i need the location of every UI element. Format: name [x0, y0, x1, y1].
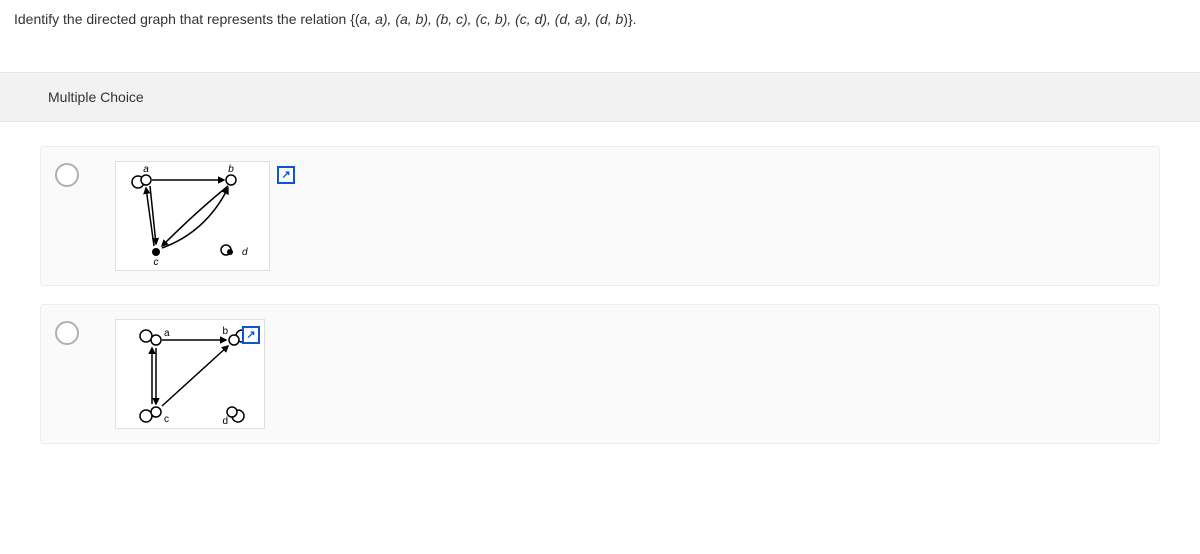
radio-option-1[interactable]	[55, 163, 79, 187]
expand-glyph-2: ↗	[246, 328, 255, 341]
node-b-label: b	[228, 164, 234, 175]
node-a-label-2: a	[164, 328, 170, 339]
node-b-label-2: b	[222, 326, 228, 337]
multiple-choice-header: Multiple Choice	[0, 72, 1200, 122]
options-container: a b c d ↗	[0, 122, 1200, 444]
graph-option-2: a b c d ↗	[115, 319, 265, 429]
question-suffix: )}.	[623, 11, 636, 27]
node-a-label: a	[143, 164, 149, 175]
node-d-label: d	[242, 247, 248, 258]
node-c-label: c	[154, 257, 159, 268]
expand-icon[interactable]: ↗	[242, 326, 260, 344]
node-d-label-2: d	[222, 416, 228, 427]
expand-icon[interactable]: ↗	[277, 166, 295, 184]
expand-glyph: ↗	[281, 168, 290, 181]
question-text: Identify the directed graph that represe…	[0, 0, 1200, 42]
option-2[interactable]: a b c d ↗	[40, 304, 1160, 444]
node-c-label-2: c	[164, 414, 169, 425]
graph-option-1: a b c d ↗	[115, 161, 270, 271]
radio-option-2[interactable]	[55, 321, 79, 345]
question-pairs: a, a), (a, b), (b, c), (c, b), (c, d), (…	[360, 11, 624, 27]
question-prefix: Identify the directed graph that represe…	[14, 11, 360, 27]
option-1[interactable]: a b c d ↗	[40, 146, 1160, 286]
